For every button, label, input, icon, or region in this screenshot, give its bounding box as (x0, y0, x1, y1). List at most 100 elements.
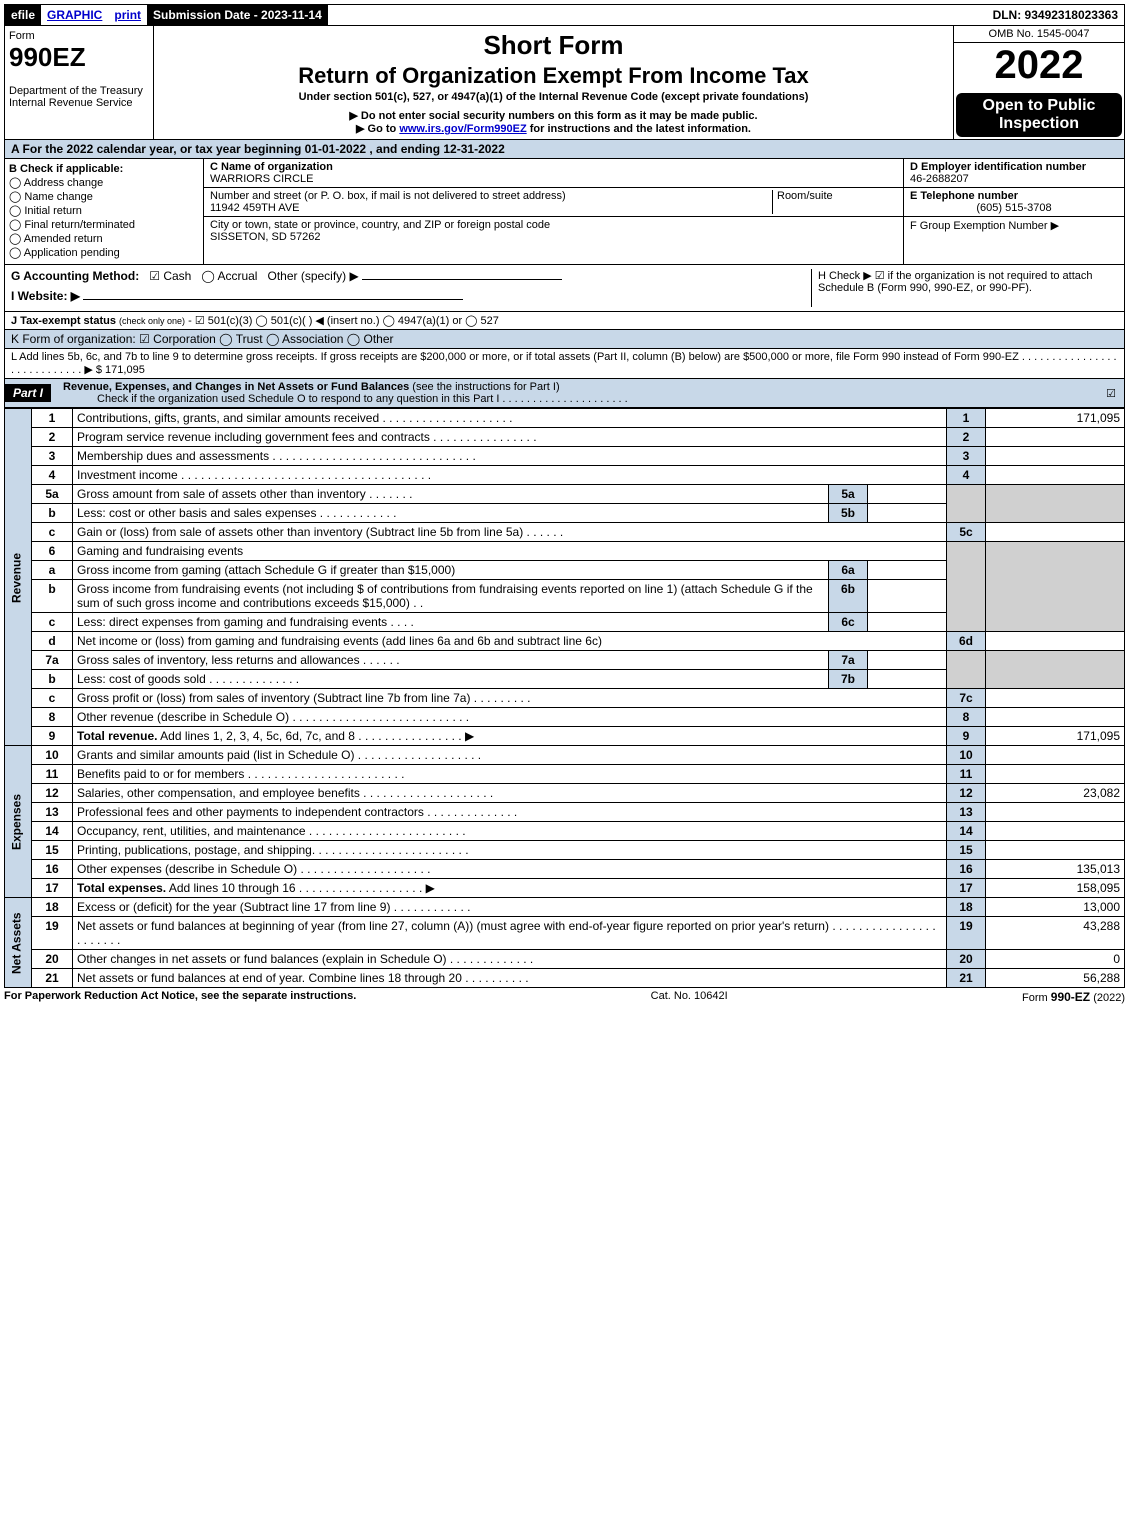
part-i-title-block: Revenue, Expenses, and Changes in Net As… (51, 379, 1106, 407)
txt-5b: Less: cost or other basis and sales expe… (73, 504, 829, 523)
ln-8: 8 (32, 708, 73, 727)
col-g-i: G Accounting Method: ☑ Cash ◯ Accrual Ot… (11, 269, 811, 307)
website-blank[interactable] (83, 299, 463, 300)
amt-17: 158,095 (986, 879, 1125, 898)
ln-7c: c (32, 689, 73, 708)
sv-6a (868, 561, 947, 580)
part-i-instr: (see the instructions for Part I) (409, 381, 559, 393)
chk-amended-return[interactable]: ◯ Amended return (9, 232, 199, 245)
sv-6c (868, 613, 947, 632)
sv-5a (868, 485, 947, 504)
graphic-link[interactable]: GRAPHIC (41, 5, 108, 25)
ln-3: 3 (32, 447, 73, 466)
ln-5c: c (32, 523, 73, 542)
txt-4: Investment income . . . . . . . . . . . … (73, 466, 947, 485)
form-header: Form 990EZ Department of the Treasury In… (4, 26, 1125, 140)
expenses-label: Expenses (5, 746, 32, 898)
street-block: Number and street (or P. O. box, if mail… (204, 188, 903, 217)
ein-label: D Employer identification number (910, 161, 1086, 173)
amt-7c (986, 689, 1125, 708)
section-g-h-i: G Accounting Method: ☑ Cash ◯ Accrual Ot… (4, 265, 1125, 312)
goto-link[interactable]: www.irs.gov/Form990EZ (399, 123, 526, 135)
amt-10 (986, 746, 1125, 765)
box-h: H Check ▶ ☑ if the organization is not r… (811, 269, 1118, 307)
ein-block: D Employer identification number 46-2688… (904, 159, 1124, 188)
amt-6abc-gray (986, 542, 1125, 632)
website-label: I Website: ▶ (11, 289, 80, 303)
rn-10: 10 (947, 746, 986, 765)
amt-9: 171,095 (986, 727, 1125, 746)
form-title-block: Short Form Return of Organization Exempt… (154, 26, 953, 139)
chk-address-change[interactable]: ◯ Address change (9, 176, 199, 189)
part-i-checked[interactable]: ☑ (1106, 387, 1124, 400)
form-number: 990EZ (9, 42, 86, 72)
amt-20: 0 (986, 950, 1125, 969)
ln-18: 18 (32, 898, 73, 917)
row-j: J Tax-exempt status (check only one) - ☑… (4, 312, 1125, 330)
short-form-label: Short Form (162, 30, 945, 61)
part-i-table: Revenue 1 Contributions, gifts, grants, … (4, 408, 1125, 988)
netassets-label: Net Assets (5, 898, 32, 988)
amt-15 (986, 841, 1125, 860)
amt-7ab-gray (986, 651, 1125, 689)
txt-6c: Less: direct expenses from gaming and fu… (73, 613, 829, 632)
amt-5ab-gray (986, 485, 1125, 523)
ssn-warning: ▶ Do not enter social security numbers o… (162, 109, 945, 122)
goto-post: for instructions and the latest informat… (527, 123, 751, 135)
ln-6: 6 (32, 542, 73, 561)
chk-final-return[interactable]: ◯ Final return/terminated (9, 218, 199, 231)
txt-1: Contributions, gifts, grants, and simila… (73, 409, 947, 428)
ln-11: 11 (32, 765, 73, 784)
ln-6d: d (32, 632, 73, 651)
ln-6a: a (32, 561, 73, 580)
room-suite: Room/suite (772, 190, 897, 214)
submission-date: Submission Date - 2023-11-14 (147, 5, 328, 25)
print-link[interactable]: print (108, 5, 147, 25)
rn-9: 9 (947, 727, 986, 746)
amt-16: 135,013 (986, 860, 1125, 879)
chk-cash[interactable]: ☑ Cash (149, 269, 191, 283)
header-right: OMB No. 1545-0047 2022 Open to Public In… (953, 26, 1124, 139)
amt-12: 23,082 (986, 784, 1125, 803)
ln-5a: 5a (32, 485, 73, 504)
chk-name-change[interactable]: ◯ Name change (9, 190, 199, 203)
chk-initial-return[interactable]: ◯ Initial return (9, 204, 199, 217)
rn-15: 15 (947, 841, 986, 860)
ln-7a: 7a (32, 651, 73, 670)
acct-label: G Accounting Method: (11, 269, 139, 283)
row-l-text: L Add lines 5b, 6c, and 7b to line 9 to … (11, 351, 1117, 376)
chk-accrual[interactable]: ◯ Accrual (201, 269, 257, 283)
sv-6b (868, 580, 947, 613)
part-i-header: Part I Revenue, Expenses, and Changes in… (4, 379, 1125, 408)
rn-5ab-gray (947, 485, 986, 523)
rn-1: 1 (947, 409, 986, 428)
dept-label: Department of the Treasury (9, 85, 143, 97)
rn-17: 17 (947, 879, 986, 898)
row-l: L Add lines 5b, 6c, and 7b to line 9 to … (4, 349, 1125, 379)
amt-5c (986, 523, 1125, 542)
rn-3: 3 (947, 447, 986, 466)
row-a-tax-year: A For the 2022 calendar year, or tax yea… (4, 140, 1125, 159)
irs-label: Internal Revenue Service (9, 97, 133, 109)
chk-application-pending[interactable]: ◯ Application pending (9, 246, 199, 259)
txt-18: Excess or (deficit) for the year (Subtra… (73, 898, 947, 917)
ln-6b: b (32, 580, 73, 613)
row-k: K Form of organization: ☑ Corporation ◯ … (4, 330, 1125, 349)
return-title: Return of Organization Exempt From Incom… (162, 63, 945, 89)
part-i-check-o: Check if the organization used Schedule … (97, 393, 628, 405)
ein-value: 46-2688207 (910, 173, 969, 185)
rn-7c: 7c (947, 689, 986, 708)
box-b: B Check if applicable: ◯ Address change … (5, 159, 204, 264)
ln-2: 2 (32, 428, 73, 447)
form-ref: Form 990-EZ (2022) (1022, 990, 1125, 1004)
rn-12: 12 (947, 784, 986, 803)
cat-no: Cat. No. 10642I (651, 990, 728, 1004)
acct-other-blank[interactable] (362, 279, 562, 280)
paperwork-notice: For Paperwork Reduction Act Notice, see … (4, 990, 356, 1004)
goto-pre: ▶ Go to (356, 123, 399, 135)
rn-11: 11 (947, 765, 986, 784)
txt-12: Salaries, other compensation, and employ… (73, 784, 947, 803)
efile-label: efile (5, 5, 41, 25)
rn-14: 14 (947, 822, 986, 841)
rn-6d: 6d (947, 632, 986, 651)
